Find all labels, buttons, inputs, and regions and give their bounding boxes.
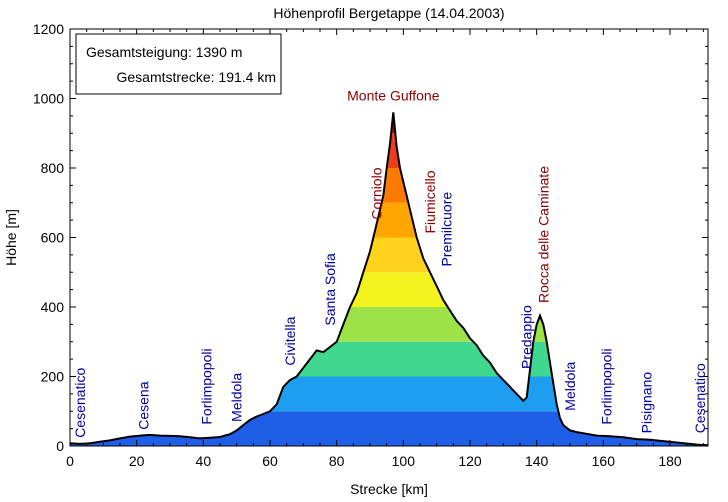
y-axis-ticks: 0 200 400 600 800 1000 1200 <box>33 21 708 454</box>
place-label-civitella: Civitella <box>282 316 298 365</box>
x-tick-label: 140 <box>525 453 549 469</box>
x-tick-label: 60 <box>262 453 278 469</box>
chart-title: Höhenprofil Bergetappe (14.04.2003) <box>273 5 504 21</box>
y-tick-label: 0 <box>56 438 64 454</box>
x-tick-label: 120 <box>458 453 482 469</box>
profile-outline <box>69 112 709 447</box>
place-label-forlimpopoli: Forlimpopoli <box>599 348 615 424</box>
place-label-premilcuore: Premilcuore <box>439 192 455 267</box>
elevation-band-6 <box>70 202 708 238</box>
legend-total-distance: Gesamtstrecke: 191.4 km <box>116 69 276 85</box>
place-label-cesenatico: Cesenatico <box>692 363 708 433</box>
elevation-band-3 <box>70 307 708 342</box>
y-tick-label: 1000 <box>33 91 64 107</box>
elevation-band-9 <box>70 112 708 134</box>
x-tick-label: 180 <box>658 453 682 469</box>
y-tick-label: 400 <box>41 299 65 315</box>
place-label-meldola: Meldola <box>562 361 578 410</box>
place-label-corniolo: Corniolo <box>369 167 385 219</box>
place-label-fiumicello: Fiumicello <box>422 170 438 233</box>
place-label-cesena: Cesena <box>135 381 151 429</box>
elevation-band-4 <box>70 272 708 307</box>
place-label-rocca-delle-caminate: Rocca delle Caminate <box>535 166 551 303</box>
place-label-meldola: Meldola <box>229 373 245 422</box>
legend: Gesamtsteigung: 1390 m Gesamtstrecke: 19… <box>75 33 282 95</box>
place-labels: Cesenatico Cesena Forlimpopoli Meldola Civit… <box>72 166 708 438</box>
place-label-cesenatico: Cesenatico <box>72 368 88 438</box>
x-tick-label: 20 <box>129 453 145 469</box>
y-tick-label: 200 <box>41 369 65 385</box>
y-tick-label: 1200 <box>33 21 64 37</box>
x-tick-label: 0 <box>66 453 74 469</box>
elevation-band-5 <box>70 237 708 273</box>
x-tick-label: 160 <box>592 453 616 469</box>
legend-total-climb: Gesamtsteigung: 1390 m <box>86 44 242 60</box>
x-tick-label: 80 <box>329 453 345 469</box>
y-tick-label: 600 <box>41 230 65 246</box>
x-axis-ticks: 0 20 40 60 80 100 120 140 160 180 <box>66 29 704 469</box>
legend-box <box>75 33 282 95</box>
y-tick-label: 800 <box>41 160 65 176</box>
place-label-forlimpopoli: Forlimpopoli <box>199 348 215 424</box>
x-axis-label: Strecke [km] <box>350 481 428 497</box>
x-tick-label: 40 <box>196 453 212 469</box>
place-label-pisignano: Pisignano <box>639 372 655 434</box>
y-axis-label: Höhe [m] <box>3 209 19 266</box>
place-label-santa-sofia: Santa Sofia <box>322 253 338 326</box>
summit-label: Monte Guffone <box>347 87 440 103</box>
x-tick-label: 100 <box>392 453 416 469</box>
place-label-predappio: Predappio <box>519 305 535 369</box>
elevation-band-7 <box>70 168 708 203</box>
